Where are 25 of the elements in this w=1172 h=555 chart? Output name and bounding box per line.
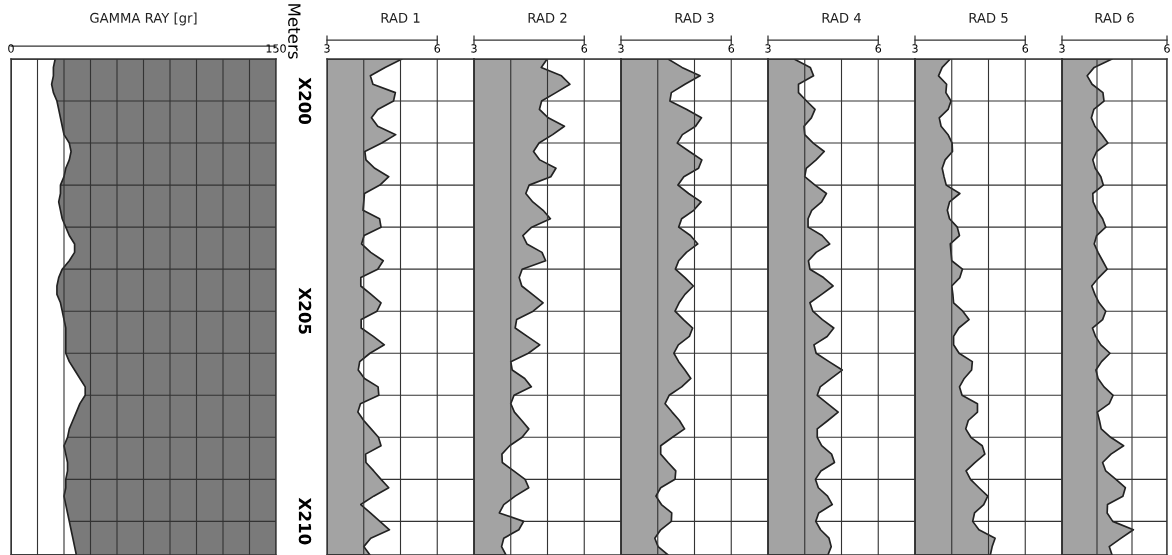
- x-tick-label: 6: [1022, 44, 1029, 53]
- x-tick-label: 150: [266, 44, 286, 53]
- x-tick-label: 6: [434, 44, 441, 53]
- x-tick-label: 6: [875, 44, 882, 53]
- x-tick-label: 0: [8, 44, 14, 53]
- y-tick-label: X210: [298, 497, 312, 545]
- y-tick-label: X200: [298, 77, 312, 125]
- x-tick-label: 3: [1059, 44, 1065, 53]
- chart-title: RAD 5: [969, 13, 1008, 23]
- y-axis-title: Meters: [288, 4, 301, 59]
- chart-title: RAD 4: [822, 13, 861, 23]
- chart-title: RAD 2: [528, 12, 567, 23]
- x-tick-label: 3: [765, 44, 771, 53]
- chart-title: GAMMA RAY [gr]: [90, 12, 197, 26]
- x-tick-label: 3: [471, 44, 477, 53]
- chart-title: RAD 3: [675, 12, 714, 23]
- chart-title: RAD 1: [381, 13, 420, 23]
- x-tick-label: 6: [1164, 44, 1170, 53]
- y-tick-label: X205: [298, 287, 312, 334]
- x-tick-label: 3: [324, 44, 330, 53]
- x-tick-label: 3: [618, 44, 624, 53]
- x-tick-label: 6: [581, 44, 588, 53]
- x-tick-label: 6: [728, 44, 735, 53]
- x-tick-label: 3: [912, 44, 918, 53]
- chart-title: RAD 6: [1095, 12, 1134, 23]
